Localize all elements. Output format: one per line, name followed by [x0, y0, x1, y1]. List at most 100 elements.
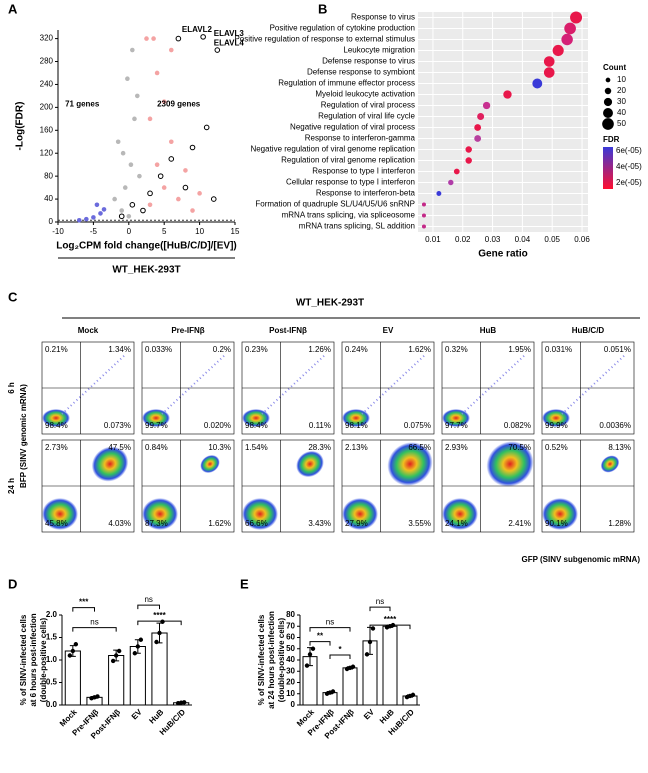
dot — [474, 124, 482, 131]
legend-dot — [603, 97, 613, 107]
annotation: ELAVL3 — [214, 29, 245, 38]
panel-label: D — [8, 576, 17, 591]
quadrant-value: 45.8% — [45, 519, 68, 528]
quadrant-value: 2.73% — [45, 443, 68, 452]
point — [175, 35, 182, 42]
y-tick-label: 1.0 — [46, 655, 58, 664]
x-tick-label: -10 — [52, 227, 64, 236]
column-label: Pre-IFNβ — [171, 326, 204, 335]
dot — [421, 213, 426, 218]
significance: ** — [317, 632, 324, 641]
dot — [543, 67, 555, 78]
density — [486, 441, 534, 487]
point — [147, 190, 153, 197]
category-label: Positive regulation of cytokine producti… — [270, 24, 415, 33]
point — [115, 139, 121, 145]
legend-label: 10 — [617, 75, 626, 84]
y-tick-label: 1.5 — [46, 633, 58, 642]
quadrant-value: 27.9% — [345, 519, 368, 528]
quadrant-value: 0.073% — [104, 421, 131, 430]
quadrant-value: 47.5% — [108, 443, 131, 452]
quadrant-value: 0.033% — [145, 345, 172, 354]
legend-title: Count — [603, 63, 626, 72]
quadrant-value: 10.3% — [208, 443, 231, 452]
density — [142, 498, 178, 530]
x-tick-label: HuB — [147, 707, 165, 725]
point — [350, 664, 356, 669]
x-tick-label: EV — [130, 707, 144, 721]
quadrant-value: 0.84% — [145, 443, 168, 452]
dot — [436, 191, 442, 196]
quadrant-value: 0.52% — [545, 443, 568, 452]
point — [182, 184, 189, 191]
dot — [477, 113, 485, 120]
quadrant-value: 3.43% — [308, 519, 331, 528]
y-tick-label: 200 — [40, 102, 54, 111]
x-axis-label: Gene ratio — [478, 249, 527, 260]
flow-x-label: GFP (SINV subgenomic mRNA) — [521, 555, 640, 564]
bar — [129, 646, 146, 706]
quadrant-value: 0.082% — [504, 421, 531, 430]
annotation: ELAVL4 — [214, 38, 245, 47]
colorbar — [603, 147, 613, 189]
quadrant-value: 28.3% — [308, 443, 331, 452]
column-label: HuB — [480, 326, 497, 335]
point — [190, 208, 195, 213]
x-tick-label: 5 — [162, 227, 167, 236]
quadrant-value: 0.2% — [213, 345, 231, 354]
point — [147, 116, 153, 122]
quadrant-value: 0.32% — [445, 345, 468, 354]
dot — [448, 179, 454, 186]
subtitle: WT_HEK-293T — [112, 265, 180, 276]
significance: **** — [384, 615, 397, 624]
quadrant-value: 1.62% — [208, 519, 231, 528]
column-label: Post-IFNβ — [269, 326, 307, 335]
y-tick-label: 2.0 — [46, 610, 58, 619]
quadrant-value: 2.93% — [445, 443, 468, 452]
x-tick-label: 0.05 — [544, 235, 560, 244]
point — [168, 139, 174, 145]
point — [135, 644, 141, 649]
point — [138, 637, 144, 642]
quadrant-value: 2.13% — [345, 443, 368, 452]
panel-label: E — [240, 576, 249, 591]
bracket — [72, 607, 95, 612]
point — [125, 76, 130, 82]
quadrant-value: 98.4% — [245, 421, 268, 430]
legend-dot — [602, 118, 614, 130]
density — [142, 409, 170, 427]
point — [214, 47, 221, 53]
density — [342, 498, 378, 530]
column-label: EV — [383, 326, 394, 335]
point — [98, 211, 103, 216]
bracket — [369, 624, 411, 630]
significance: ns — [90, 618, 98, 627]
y-tick-label: 60 — [286, 633, 295, 642]
density — [242, 409, 270, 427]
legend-label: 2e(-05) — [616, 178, 642, 187]
point — [154, 70, 160, 76]
y-tick-label: 30 — [286, 666, 295, 675]
x-tick-label: -5 — [90, 227, 98, 236]
dot — [532, 78, 543, 89]
x-tick-label: 0.01 — [425, 235, 441, 244]
y-tick-label: 40 — [286, 655, 295, 664]
y-tick-label: 80 — [286, 610, 295, 619]
category-label: Regulation of immune effector process — [278, 79, 415, 88]
category-label: Regulation of viral life cycle — [318, 112, 415, 121]
point — [157, 630, 162, 636]
annotation: 2309 genes — [157, 100, 201, 109]
y-tick-label: 10 — [286, 689, 295, 698]
x-tick-label: 0.02 — [455, 235, 471, 244]
quadrant-value: 0.075% — [404, 421, 431, 430]
point — [151, 36, 156, 41]
bracket — [309, 627, 351, 632]
point — [310, 646, 316, 651]
bracket — [329, 654, 351, 659]
point — [144, 36, 149, 41]
point — [197, 191, 202, 196]
bar — [108, 655, 125, 706]
quadrant-value: 1.95% — [508, 345, 531, 354]
quadrant-value: 8.13% — [608, 443, 631, 452]
legend-dot — [604, 87, 612, 95]
